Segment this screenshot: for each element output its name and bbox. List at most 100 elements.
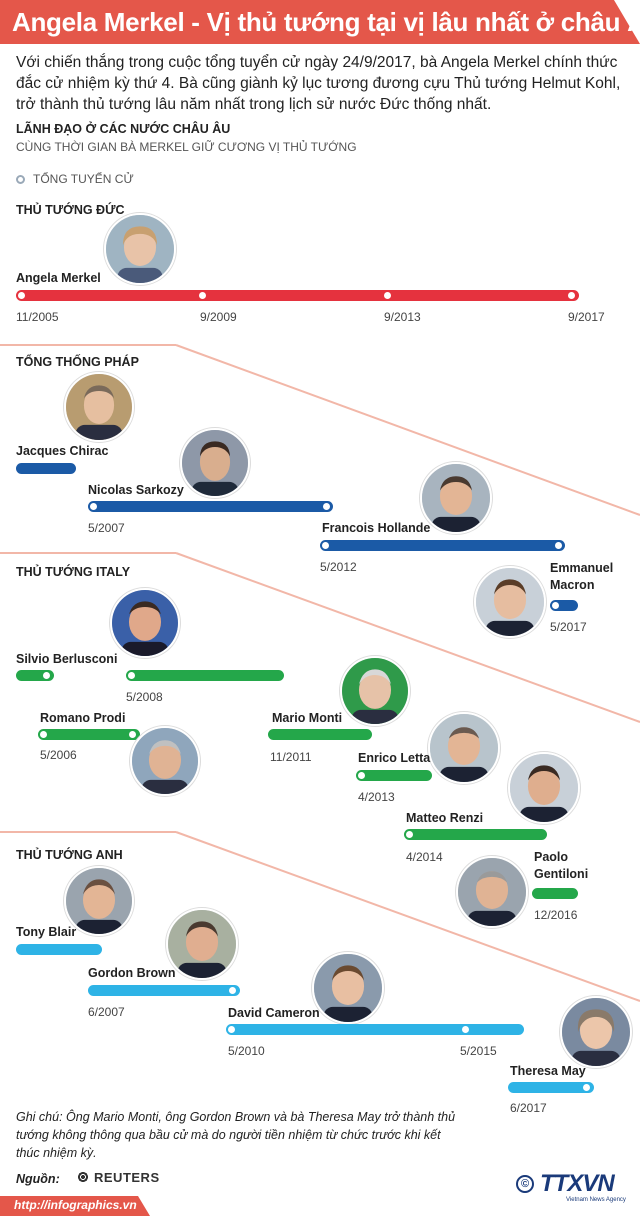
brown-start: 6/2007 (88, 1005, 125, 1019)
berlusconi-name: Silvio Berlusconi (16, 652, 118, 666)
renzi-portrait-icon (508, 752, 580, 824)
election-dot (228, 1026, 235, 1033)
cameron-election: 5/2015 (460, 1044, 497, 1058)
italy-heading: THỦ TƯỚNG ITALY (16, 565, 131, 579)
election-dot (322, 542, 329, 549)
chirac-term-bar (16, 463, 76, 474)
ttxvn-logo: TTXVN (540, 1170, 615, 1197)
germany-date-1: 11/2005 (16, 310, 59, 324)
footer-banner (0, 1196, 150, 1216)
brown-portrait-icon (166, 908, 238, 980)
page-title: Angela Merkel - Vị thủ tướng tại vị lâu … (12, 7, 640, 37)
election-dot (199, 292, 206, 299)
macron-portrait-icon (474, 566, 546, 638)
chirac-name: Jacques Chirac (16, 444, 109, 458)
election-dot (129, 731, 136, 738)
legend-label: TỔNG TUYỂN CỬ (33, 172, 134, 186)
source-label: Nguồn: (16, 1172, 60, 1186)
letta-name: Enrico Letta (358, 751, 431, 765)
brown-name: Gordon Brown (88, 966, 176, 980)
subheading-title: LÃNH ĐẠO Ở CÁC NƯỚC CHÂU ÂU (16, 122, 231, 136)
macron-name-line1: Emmanuel (550, 561, 614, 575)
election-dot (358, 772, 365, 779)
monti-name: Mario Monti (272, 711, 343, 725)
berlusconi-term2-bar (126, 670, 284, 681)
hollande-term-bar (320, 540, 565, 551)
france-heading: TỔNG THỐNG PHÁP (16, 355, 139, 369)
monti-term-bar (268, 729, 372, 740)
gentiloni-start: 12/2016 (534, 908, 578, 922)
reuters-logo: REUTERS (76, 1170, 160, 1185)
election-dot (583, 1084, 590, 1091)
election-dot (406, 831, 413, 838)
election-dot (229, 987, 236, 994)
divider-france-diag (175, 344, 640, 516)
title-banner (0, 0, 640, 44)
letta-term-bar (356, 770, 432, 781)
cameron-term-bar (226, 1024, 524, 1035)
copyright-icon: © (516, 1175, 534, 1193)
footer-url[interactable]: http://infographics.vn (14, 1198, 137, 1212)
may-term-bar (508, 1082, 594, 1093)
berlusconi-start: 5/2008 (126, 690, 163, 704)
election-dot (555, 542, 562, 549)
letta-start: 4/2013 (358, 790, 395, 804)
election-ring-icon (16, 175, 25, 184)
cameron-start: 5/2010 (228, 1044, 265, 1058)
may-portrait-icon (560, 996, 632, 1068)
macron-name-line2: Macron (550, 578, 595, 592)
blair-portrait-icon (64, 866, 134, 936)
gentiloni-name-line1: Paolo (534, 850, 569, 864)
macron-term-bar (550, 600, 578, 611)
uk-heading: THỦ TƯỚNG ANH (16, 848, 123, 862)
sarkozy-portrait-icon (180, 428, 250, 498)
renzi-start: 4/2014 (406, 850, 443, 864)
chirac-portrait-icon (64, 372, 134, 442)
macron-start: 5/2017 (550, 620, 587, 634)
germany-date-3: 9/2013 (384, 310, 421, 324)
election-dot (552, 602, 559, 609)
subheading-caption: CÙNG THỜI GIAN BÀ MERKEL GIỮ CƯƠNG VỊ TH… (16, 140, 357, 154)
germany-date-4: 9/2017 (568, 310, 605, 324)
berlusconi-portrait-icon (110, 588, 180, 658)
election-dot (323, 503, 330, 510)
election-dot (384, 292, 391, 299)
blair-name: Tony Blair (16, 925, 77, 939)
election-dot (462, 1026, 469, 1033)
sarkozy-name: Nicolas Sarkozy (88, 483, 184, 497)
may-name: Theresa May (510, 1064, 586, 1078)
election-dot (43, 672, 50, 679)
election-dot (18, 292, 25, 299)
sarkozy-start: 5/2007 (88, 521, 125, 535)
hollande-portrait-icon (420, 462, 492, 534)
brown-term-bar (88, 985, 240, 996)
berlusconi-term1-bar (16, 670, 54, 681)
source-name: REUTERS (94, 1170, 160, 1185)
germany-heading: THỦ TƯỚNG ĐỨC (16, 203, 125, 217)
prodi-term-bar (38, 729, 140, 740)
cameron-portrait-icon (312, 952, 384, 1024)
letta-portrait-icon (428, 712, 500, 784)
merkel-term-bar (16, 290, 579, 301)
election-dot (40, 731, 47, 738)
election-dot (568, 292, 575, 299)
ttxvn-subtitle: Vietnam News Agency (566, 1197, 626, 1203)
gentiloni-portrait-icon (456, 856, 528, 928)
monti-start: 11/2011 (270, 750, 312, 764)
footnote: Ghi chú: Ông Mario Monti, ông Gordon Bro… (16, 1110, 456, 1160)
may-start: 6/2017 (510, 1101, 547, 1115)
gentiloni-term-bar (532, 888, 578, 899)
sarkozy-term-bar (88, 501, 333, 512)
germany-date-2: 9/2009 (200, 310, 237, 324)
renzi-term-bar (404, 829, 547, 840)
blair-term-bar (16, 944, 102, 955)
merkel-name: Angela Merkel (16, 271, 101, 285)
reuters-dots-icon (76, 1170, 90, 1184)
election-dot (128, 672, 135, 679)
prodi-name: Romano Prodi (40, 711, 126, 725)
legend: TỔNG TUYỂN CỬ (16, 172, 134, 186)
intro-paragraph: Với chiến thắng trong cuộc tổng tuyển cử… (16, 54, 621, 113)
prodi-start: 5/2006 (40, 748, 77, 762)
prodi-portrait-icon (130, 726, 200, 796)
cameron-name: David Cameron (228, 1006, 320, 1020)
